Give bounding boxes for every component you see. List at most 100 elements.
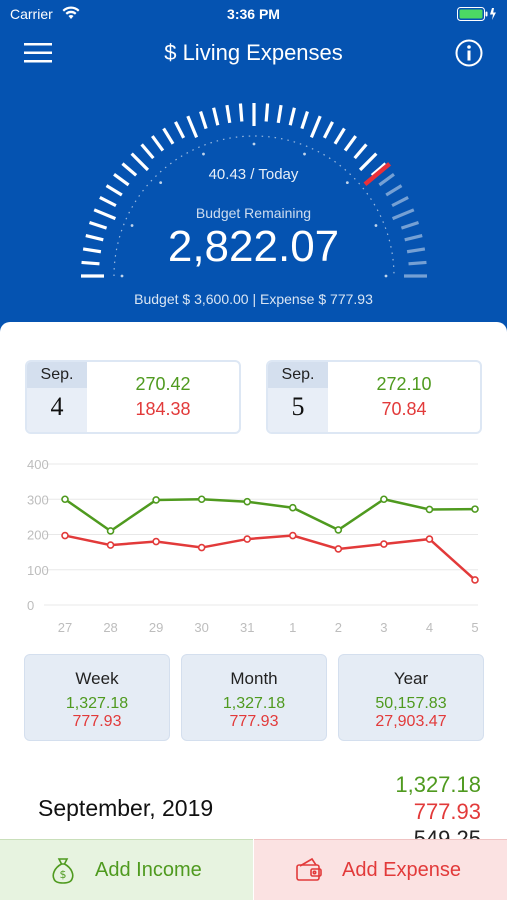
day-date: Sep. 4 [27,362,87,432]
month-name: September, 2019 [38,795,214,821]
gauge-tick [93,208,117,221]
gauge-needle [363,162,392,186]
wallet-icon [294,855,324,885]
x-tick-label: 5 [471,620,478,635]
daily-allowance: 40.43 / Today [208,166,299,183]
money-bag-icon: $ [48,855,78,885]
gauge-tick [370,162,387,177]
y-tick-label: 100 [27,563,49,578]
day-values: 272.10 70.84 [328,372,480,422]
period-name: Week [75,669,119,688]
income-point [152,496,160,504]
gauge-dot [130,224,134,227]
expense-point [471,576,479,584]
day-income: 272.10 [376,374,432,394]
hamburger-icon[interactable] [24,42,52,64]
gauge-tick [276,104,283,124]
expense-point [425,535,434,543]
status-bar: Carrier 3:36 PM [0,0,507,28]
gauge-tick [130,152,150,172]
gauge-tick [264,103,270,122]
gauge-tick [378,173,395,187]
day-month: Sep. [268,362,328,388]
bottom-action-bar: $ Add Income Add Expense [0,839,507,900]
expense-point [152,537,160,546]
carrier-label: Carrier [10,6,53,22]
x-tick-label: 1 [289,620,296,635]
period-income: 1,327.18 [65,695,129,712]
period-card-week[interactable]: Week 1,327.18 777.93 [24,654,170,741]
y-tick-label: 300 [27,492,49,507]
add-expense-button[interactable]: Add Expense [254,839,507,900]
gauge-tick [113,173,130,187]
gauge-label: Budget Remaining [195,205,312,221]
income-point [425,505,434,514]
gauge-dot [252,142,256,146]
x-tick-label: 28 [103,620,117,635]
svg-text:$: $ [60,868,67,881]
x-tick-label: 2 [335,620,342,635]
y-tick-label: 0 [27,598,34,613]
day-number: 4 [50,392,64,421]
content-card: Sep. 4 270.42 184.38 Sep. 5 272.10 70.84… [0,322,507,900]
period-name: Month [230,669,278,688]
month-expense: 777.93 [413,799,481,824]
expense-series-line [64,534,476,581]
wifi-icon [62,6,80,23]
expense-point [380,540,388,548]
gauge-tick [99,196,117,208]
day-number: 5 [291,392,305,421]
gauge-tick [151,135,165,152]
gauge-tick [391,196,409,208]
gauge-dot [374,224,378,227]
day-card[interactable]: Sep. 5 272.10 70.84 [266,360,482,434]
y-tick-label: 400 [27,457,49,472]
day-income: 270.42 [135,374,191,394]
y-tick-label: 200 [27,528,49,543]
gauge-tick [406,247,426,254]
gauge-tick [333,127,346,145]
info-icon[interactable] [455,39,483,67]
day-month: Sep. [27,362,87,388]
gauge-tick [238,103,244,122]
day-expense: 70.84 [381,399,427,419]
x-tick-label: 4 [426,620,433,635]
month-summary-row[interactable]: September, 2019 1,327.18 777.93 549.25 [0,767,507,847]
gauge-tick [288,107,296,126]
income-point [243,497,252,506]
gauge-tick [408,260,427,266]
day-card[interactable]: Sep. 4 270.42 184.38 [25,360,241,434]
budget-remaining-value: 2,822.07 [167,222,340,271]
gauge-tick [82,247,102,254]
day-values: 270.42 184.38 [87,372,239,422]
gauge-tick [212,107,220,126]
gauge-tick [199,110,208,130]
period-card-month[interactable]: Month 1,327.18 777.93 [181,654,327,741]
gauge-tick [309,115,322,139]
gauge-tick [105,184,123,197]
month-income: 1,327.18 [395,772,481,797]
gauge-dot [202,152,205,156]
period-expense: 777.93 [229,713,279,730]
x-tick-label: 3 [380,620,387,635]
day-date: Sep. 5 [268,362,328,432]
gauge-tick [385,184,403,197]
add-income-label: Add Income [95,859,202,881]
gauge-dot [345,181,349,185]
gauge-dot [303,152,306,156]
period-name: Year [393,669,429,688]
gauge-tick [404,234,423,242]
gauge-tick [353,143,368,160]
income-point [106,527,115,535]
income-point [197,495,206,504]
gauge-tick [400,221,420,230]
gauge-tick [322,121,334,139]
gauge-tick [81,260,100,266]
add-income-button[interactable]: $ Add Income [0,839,253,900]
period-card-year[interactable]: Year 50,157.83 27,903.47 [338,654,484,741]
expense-point [288,531,297,540]
x-tick-label: 29 [149,620,163,635]
x-tick-label: 30 [194,620,208,635]
gauge-tick [174,121,186,139]
income-point [334,526,343,534]
